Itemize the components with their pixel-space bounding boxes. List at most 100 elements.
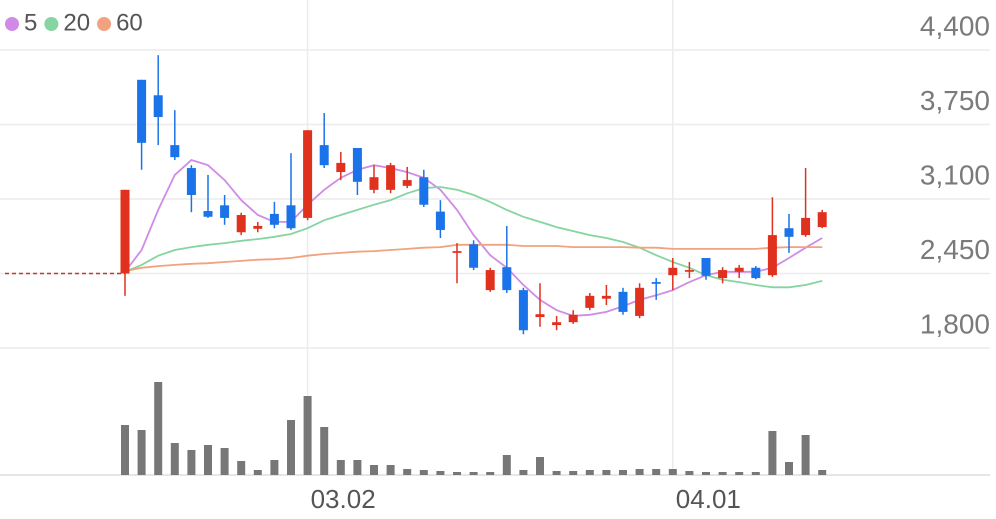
volume-bar <box>220 448 229 475</box>
candle-body <box>186 168 196 195</box>
candle-body <box>137 79 147 143</box>
candle-body <box>203 211 213 217</box>
volume-bar <box>602 470 611 475</box>
volume-bar <box>735 472 744 475</box>
candle-body <box>435 211 445 230</box>
volume-bar <box>403 469 412 475</box>
volume-bar <box>635 469 644 475</box>
volume-bar <box>287 420 295 475</box>
volume-bar <box>718 472 727 475</box>
candle-body <box>236 215 246 233</box>
candle-body <box>568 314 578 323</box>
volume-bar <box>353 460 362 475</box>
volume-bar <box>453 472 461 475</box>
volume-bar <box>137 430 146 475</box>
ma-line <box>124 158 823 317</box>
candle-body <box>352 147 362 182</box>
candle-body <box>419 177 429 205</box>
y-tick-label: 3,100 <box>920 159 990 190</box>
volume-bar <box>751 472 760 475</box>
candle-body <box>734 267 744 272</box>
candle-body <box>170 145 180 158</box>
candle-body <box>751 267 761 279</box>
candle-body <box>220 205 230 218</box>
volume-bar <box>187 450 196 475</box>
legend-label: 20 <box>63 9 90 36</box>
volume-bar <box>370 465 378 475</box>
y-tick-label: 1,800 <box>920 308 990 339</box>
volume-bar <box>536 457 544 475</box>
volume-bar <box>668 469 677 475</box>
candle-body <box>767 235 777 276</box>
candle-body <box>601 295 611 299</box>
volume-bar <box>154 382 163 475</box>
candle-body <box>386 165 396 190</box>
volume-bar <box>270 460 279 475</box>
legend-marker <box>97 17 112 31</box>
candle-body <box>817 212 827 228</box>
volume-bar <box>121 425 129 475</box>
volume-bar <box>519 470 528 475</box>
candle-body <box>552 322 562 326</box>
legend-marker <box>44 17 59 31</box>
volume-bar <box>801 435 810 475</box>
legend-label: 60 <box>116 9 143 36</box>
volume-bar <box>569 471 578 475</box>
y-tick-label: 2,450 <box>920 234 990 265</box>
candle-body <box>269 213 279 225</box>
candle-body <box>369 177 379 190</box>
volume-bar <box>785 462 793 475</box>
candle-body <box>485 270 495 291</box>
candle-body <box>784 228 794 237</box>
volume-bar <box>619 470 627 475</box>
candle-body <box>668 267 678 276</box>
candle-body <box>535 314 545 318</box>
candle-body <box>801 217 811 236</box>
volume-bar <box>585 470 594 475</box>
candle-body <box>153 95 163 118</box>
candle-body <box>618 291 628 312</box>
x-tick-label: 04.01 <box>676 484 741 514</box>
volume-bar <box>552 471 561 475</box>
candle-body <box>635 287 645 316</box>
candle-body <box>651 282 661 284</box>
volume-bar <box>253 470 262 475</box>
candle-body <box>402 180 412 186</box>
volume-bar <box>336 460 345 475</box>
volume-bar <box>436 471 445 475</box>
volume-bar <box>768 431 777 475</box>
legend-label: 5 <box>24 9 37 36</box>
volume-bar <box>685 471 694 475</box>
candle-body <box>718 270 728 279</box>
candle-body <box>502 267 512 291</box>
x-tick-label: 03.02 <box>311 484 376 514</box>
volume-bar <box>486 472 495 475</box>
candle-body <box>452 251 462 253</box>
volume-bar <box>652 469 661 475</box>
volume-bar <box>818 470 827 475</box>
volume-bar <box>502 455 511 475</box>
candle-body <box>120 189 130 274</box>
volume-bar <box>204 445 212 475</box>
candle-body <box>303 130 313 218</box>
volume-bar <box>419 470 428 475</box>
candle-body <box>701 258 711 276</box>
volume-bar <box>469 472 478 475</box>
candle-body <box>319 145 329 166</box>
candle-body <box>469 244 479 268</box>
volume-bar <box>237 461 246 475</box>
volume-bar <box>303 396 312 475</box>
volume-bar <box>386 465 395 475</box>
candle-body <box>336 162 346 173</box>
y-tick-label: 4,400 <box>920 10 990 41</box>
candle-body <box>286 205 296 229</box>
candle-body <box>684 270 694 272</box>
volume-bar <box>170 443 179 475</box>
candle-body <box>518 290 528 331</box>
legend-marker <box>5 17 19 31</box>
candle-body <box>253 225 263 229</box>
y-tick-label: 3,750 <box>920 85 990 116</box>
volume-bar <box>702 472 710 475</box>
volume-bar <box>320 427 329 475</box>
